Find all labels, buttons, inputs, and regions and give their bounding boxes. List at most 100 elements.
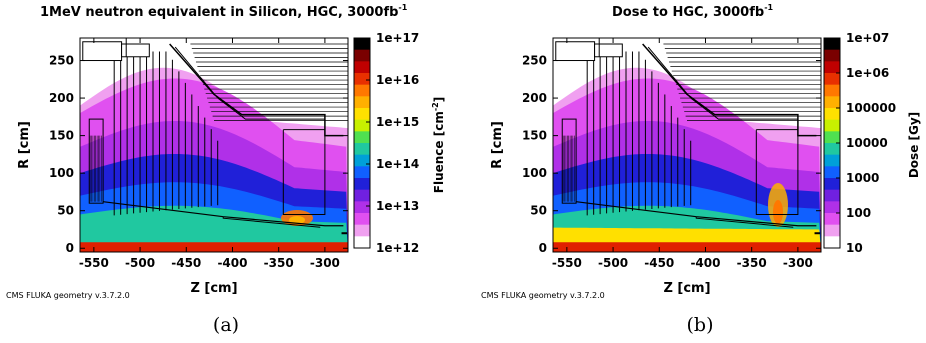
x-tick-label-a: -500 xyxy=(125,256,155,270)
y-tick-label-b: 250 xyxy=(522,54,547,68)
top-box-2-a xyxy=(121,43,150,58)
colorbar-swatch-b xyxy=(824,73,840,86)
x-tick-label-a: -550 xyxy=(79,256,109,270)
colorbar-swatch-b xyxy=(824,49,840,62)
panel-a: 1MeV neutron equivalent in Silicon, HGC,… xyxy=(6,3,446,336)
panel-b-plot-area xyxy=(553,38,821,252)
colorbar-swatch-a xyxy=(354,224,370,237)
colorbar-swatch-b xyxy=(824,96,840,109)
colorbar-swatch-a xyxy=(354,73,370,86)
colorbar-tick-label-b: 10 xyxy=(846,241,863,255)
colorbar-swatch-a xyxy=(354,166,370,179)
x-tick-label-b: -300 xyxy=(783,256,813,270)
colorbar-swatch-b xyxy=(824,236,840,249)
colorbar-tick-label-b: 100000 xyxy=(846,101,896,115)
y-tick-label-b: 150 xyxy=(522,129,547,143)
panel-a-frame xyxy=(79,37,349,253)
panel-a-axes: -550 -500 -450 -400 -350 -300 0 50 100 150 200 250 xyxy=(49,38,348,270)
inner-boundary-b xyxy=(576,201,817,227)
colorbar-swatch-b xyxy=(824,166,840,179)
y-tick-label-a: 0 xyxy=(66,241,74,255)
colorbar-tick-label-a: 1e+17 xyxy=(376,31,419,45)
x-tick-label-a: -450 xyxy=(171,256,201,270)
y-tick-label-b: 200 xyxy=(522,91,547,105)
y-tick-label-b: 100 xyxy=(522,166,547,180)
colorbar-tick-label-a: 1e+14 xyxy=(376,157,419,171)
colorbar-tick-label-b: 1e+07 xyxy=(846,31,889,45)
panel-b-hotspot-core xyxy=(773,200,783,224)
colorbar-tick-label-b: 100 xyxy=(846,206,871,220)
colorbar-swatch-a xyxy=(354,38,370,51)
colorbar-tick-label-a: 1e+13 xyxy=(376,199,419,213)
panel-a-footnote: CMS FLUKA geometry v.3.7.2.0 xyxy=(6,291,130,300)
panel-a-geometry-overlay xyxy=(82,38,348,235)
x-tick-label-b: -350 xyxy=(737,256,767,270)
front-module-b xyxy=(561,118,577,204)
panel-b-xlabel: Z [cm] xyxy=(663,281,710,296)
panel-a-caption: (a) xyxy=(213,314,239,336)
panel-b-caption: (b) xyxy=(687,314,714,336)
panel-a-colorbar-label: Fluence [cm-2] xyxy=(431,97,446,193)
panel-b-geometry-overlay xyxy=(555,38,821,235)
inner-boundary-2-a xyxy=(222,216,321,228)
housing-inner-b xyxy=(647,46,798,120)
colorbar-swatch-b xyxy=(824,84,840,97)
back-plate-a xyxy=(282,129,326,215)
colorbar-swatch-a xyxy=(354,236,370,249)
panel-a-xlabel: Z [cm] xyxy=(190,281,237,296)
colorbar-tick-label-a: 1e+16 xyxy=(376,73,419,87)
colorbar-swatch-b xyxy=(824,108,840,121)
panel-b: Dose to HGC, 3000fb-1 -550 -500 -450 -400 -3… xyxy=(481,3,921,336)
colorbar-swatch-a xyxy=(354,189,370,202)
panel-b-colorbar: 1e+07 1e+06 100000 10000 1000 100 10 xyxy=(823,31,896,255)
inner-boundary-a xyxy=(103,201,344,227)
colorbar-swatch-b xyxy=(824,224,840,237)
top-box-b xyxy=(555,41,596,62)
colorbar-swatch-b xyxy=(824,131,840,144)
colorbar-swatch-a xyxy=(354,131,370,144)
panel-b-axes: -550 -500 -450 -400 -350 -300 0 50 100 150 200 250 xyxy=(522,38,821,270)
x-tick-label-a: -350 xyxy=(264,256,294,270)
y-tick-label-a: 150 xyxy=(49,129,74,143)
colorbar-swatch-b xyxy=(824,61,840,74)
top-box-2-b xyxy=(594,43,623,58)
colorbar-swatch-b xyxy=(824,154,840,167)
colorbar-swatch-b xyxy=(824,38,840,51)
colorbar-swatch-b xyxy=(824,119,840,132)
y-tick-label-b: 0 xyxy=(539,241,547,255)
front-module-a xyxy=(88,118,104,204)
colorbar-swatch-a xyxy=(354,61,370,74)
colorbar-swatch-b xyxy=(824,178,840,191)
panel-b-title: Dose to HGC, 3000fb-1 xyxy=(612,3,774,20)
colorbar-swatch-b xyxy=(824,189,840,202)
housing-a xyxy=(169,43,344,137)
panel-b-ylabel: R [cm] xyxy=(490,121,505,169)
y-tick-label-b: 50 xyxy=(530,204,547,218)
y-tick-label-a: 200 xyxy=(49,91,74,105)
colorbar-swatch-a xyxy=(354,119,370,132)
colorbar-swatch-a xyxy=(354,213,370,226)
x-tick-label-a: -400 xyxy=(217,256,247,270)
x-tick-label-a: -300 xyxy=(310,256,340,270)
panel-a-colorbar: 1e+17 1e+16 1e+15 1e+14 1e+13 1e+12 xyxy=(353,31,419,255)
colorbar-swatch-a xyxy=(354,49,370,62)
y-tick-label-a: 250 xyxy=(49,54,74,68)
housing-b xyxy=(642,43,817,137)
panel-a-hotspot-core xyxy=(289,216,305,224)
colorbar-swatch-a xyxy=(354,96,370,109)
colorbar-swatch-a xyxy=(354,84,370,97)
panel-b-colorbar-label: Dose [Gy] xyxy=(907,112,921,178)
inner-boundary-2-b xyxy=(695,216,794,228)
colorbar-swatch-b xyxy=(824,143,840,156)
colorbar-tick-label-a: 1e+12 xyxy=(376,241,419,255)
back-plate-b xyxy=(755,129,799,215)
band-a-4 xyxy=(80,205,348,252)
colorbar-tick-label-b: 10000 xyxy=(846,136,888,150)
colorbar-swatch-a xyxy=(354,201,370,214)
colorbar-tick-label-a: 1e+15 xyxy=(376,115,419,129)
y-tick-label-a: 100 xyxy=(49,166,74,180)
colorbar-swatch-a xyxy=(354,178,370,191)
colorbar-swatch-b xyxy=(824,213,840,226)
x-tick-label-b: -500 xyxy=(598,256,628,270)
